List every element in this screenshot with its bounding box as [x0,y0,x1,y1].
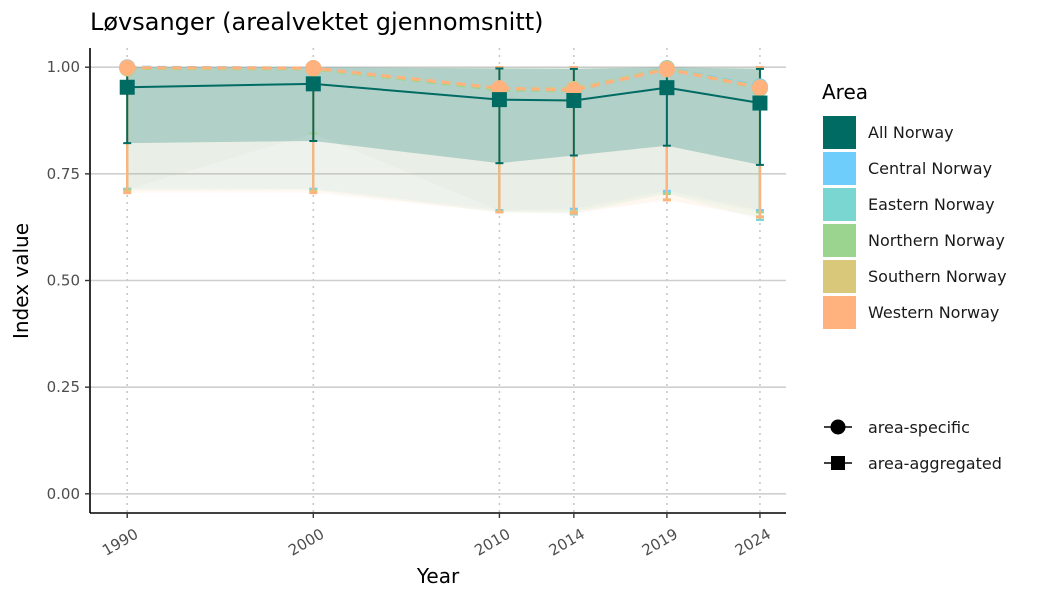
series-lines [127,65,761,105]
legend-shape-circle [830,419,846,435]
x-tick-label-1: 2000 [285,525,327,560]
x-tick-label-3: 2014 [546,525,588,560]
legend-swatch-southern-norway [823,260,856,293]
line-all-norway [127,82,761,105]
ribbon-western-norway [127,67,760,218]
x-tick-label-0: 1990 [99,525,141,560]
legend: Area All Norway Central Norway Eastern Nor… [822,80,1007,473]
point-all-norway-5 [752,95,768,111]
x-axis-title: Year [416,564,460,588]
y-tick-label-3: 0.75 [47,165,80,183]
ribbon-central-norway [127,67,760,211]
point-all-norway-3 [566,92,582,108]
y-tick-label-0: 0.00 [47,485,80,503]
point-western-norway-0 [119,59,136,76]
line-western-norway [127,66,761,92]
ribbon-all-norway [127,67,760,165]
ribbon-southern-norway [127,67,760,217]
shape-legend: area-specific area-aggregated [824,418,1002,473]
point-all-norway-1 [305,76,321,92]
legend-label-central-norway: Central Norway [868,159,992,178]
legend-swatch-western-norway [823,296,856,329]
x-tick-label-4: 2019 [639,525,681,560]
y-tick-label-4: 1.00 [47,58,80,76]
legend-swatch-all-norway [823,116,856,149]
confidence-ribbons [127,67,760,220]
legend-swatch-central-norway [823,152,856,185]
point-western-norway-2 [491,80,508,97]
legend-label-all-norway: All Norway [868,123,954,142]
ribbon-eastern-norway [127,67,760,220]
series-points [119,59,768,111]
point-all-norway-0 [119,79,135,95]
point-western-norway-1 [305,60,322,77]
legend-swatch-northern-norway [823,224,856,257]
legend-shape-label-area-aggregated: area-aggregated [868,454,1002,473]
point-all-norway-2 [491,92,507,108]
y-tick-label-2: 0.50 [47,272,80,290]
point-all-norway-4 [659,80,675,96]
chart-title: Løvsanger (arealvektet gjennomsnitt) [90,8,544,36]
point-western-norway-4 [658,61,675,78]
legend-shape-square [831,456,845,470]
legend-title: Area [822,80,868,104]
legend-label-northern-norway: Northern Norway [868,231,1005,250]
legend-swatch-eastern-norway [823,188,856,221]
area-legend: All Norway Central Norway Eastern Norway No… [823,116,1007,329]
x-tick-label-2: 2010 [471,525,513,560]
legend-label-western-norway: Western Norway [868,303,999,322]
legend-shape-label-area-specific: area-specific [868,418,970,437]
y-tick-label-1: 0.25 [47,378,80,396]
y-axis-title: Index value [9,223,33,339]
x-tick-label-5: 2024 [732,525,774,560]
legend-label-southern-norway: Southern Norway [868,267,1007,286]
legend-label-eastern-norway: Eastern Norway [868,195,995,214]
ribbon-northern-norway [127,67,760,213]
point-western-norway-5 [751,79,768,96]
